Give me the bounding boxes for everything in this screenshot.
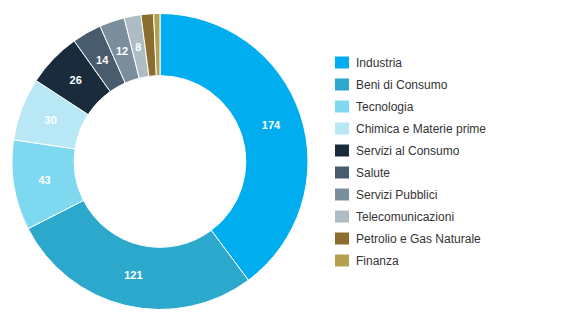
- donut-slice: [12, 140, 84, 229]
- legend-swatch: [335, 145, 349, 157]
- legend-swatch: [335, 233, 349, 245]
- legend-label: Telecomunicazioni: [356, 210, 454, 224]
- donut-slice: [154, 14, 160, 76]
- legend-label: Tecnologia: [356, 100, 414, 114]
- chart-container: 174 121 43 30 26 14 12 8 Industria Beni di Consum…: [0, 0, 580, 323]
- data-label: 8: [135, 41, 141, 53]
- data-labels: 174 121 43 30 26 14 12 8: [38, 41, 281, 282]
- donut-slice: [28, 200, 248, 309]
- legend-swatch: [335, 123, 349, 135]
- legend-swatch: [335, 167, 349, 179]
- legend-label: Petrolio e Gas Naturale: [356, 232, 481, 246]
- legend-label: Servizi al Consumo: [356, 144, 460, 158]
- legend-swatch: [335, 101, 349, 113]
- legend-label: Salute: [356, 166, 390, 180]
- legend-label: Industria: [356, 56, 402, 70]
- donut-slice: [160, 14, 308, 281]
- legend-label: Chimica e Materie prime: [356, 122, 486, 136]
- legend-swatch: [335, 79, 349, 91]
- data-label: 174: [262, 119, 281, 131]
- legend-swatch: [335, 189, 349, 201]
- donut: [12, 14, 308, 310]
- legend-swatch: [335, 255, 349, 267]
- legend-label: Beni di Consumo: [356, 78, 448, 92]
- chart-svg: 174 121 43 30 26 14 12 8 Industria Beni di Consum…: [0, 0, 580, 323]
- data-label: 30: [45, 114, 57, 126]
- data-label: 14: [96, 54, 109, 66]
- data-label: 43: [38, 174, 50, 186]
- legend-label: Servizi Pubblici: [356, 188, 437, 202]
- legend-swatch: [335, 57, 349, 69]
- legend-swatch: [335, 211, 349, 223]
- legend: Industria Beni di Consumo Tecnologia Chimic…: [335, 56, 486, 268]
- legend-label: Finanza: [356, 254, 399, 268]
- data-label: 12: [116, 45, 128, 57]
- data-label: 121: [124, 269, 142, 281]
- data-label: 26: [70, 74, 82, 86]
